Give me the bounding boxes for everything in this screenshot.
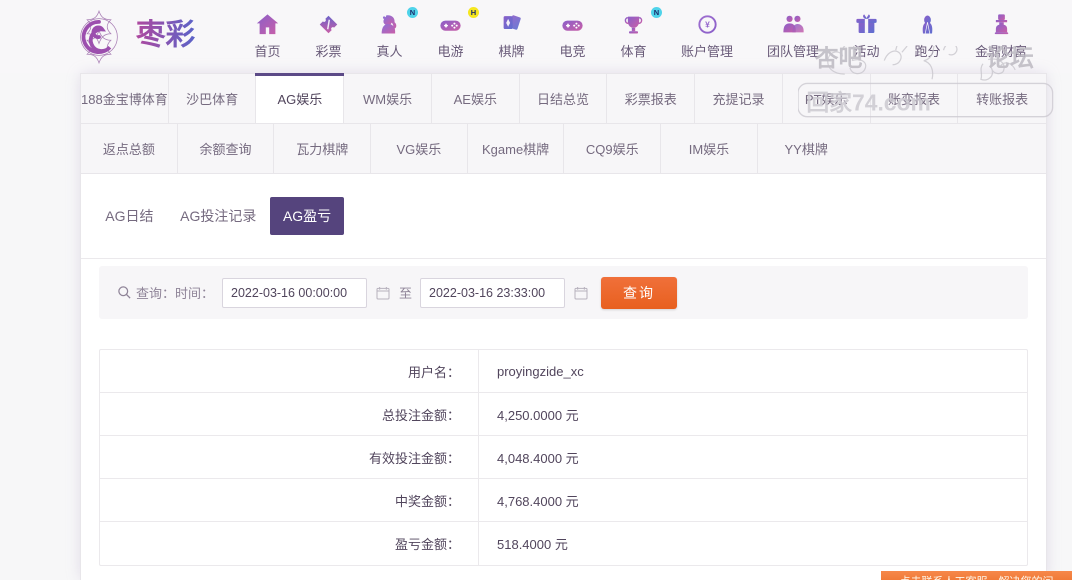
svg-text:枣彩: 枣彩	[136, 18, 196, 51]
svg-text:¥: ¥	[705, 20, 710, 30]
